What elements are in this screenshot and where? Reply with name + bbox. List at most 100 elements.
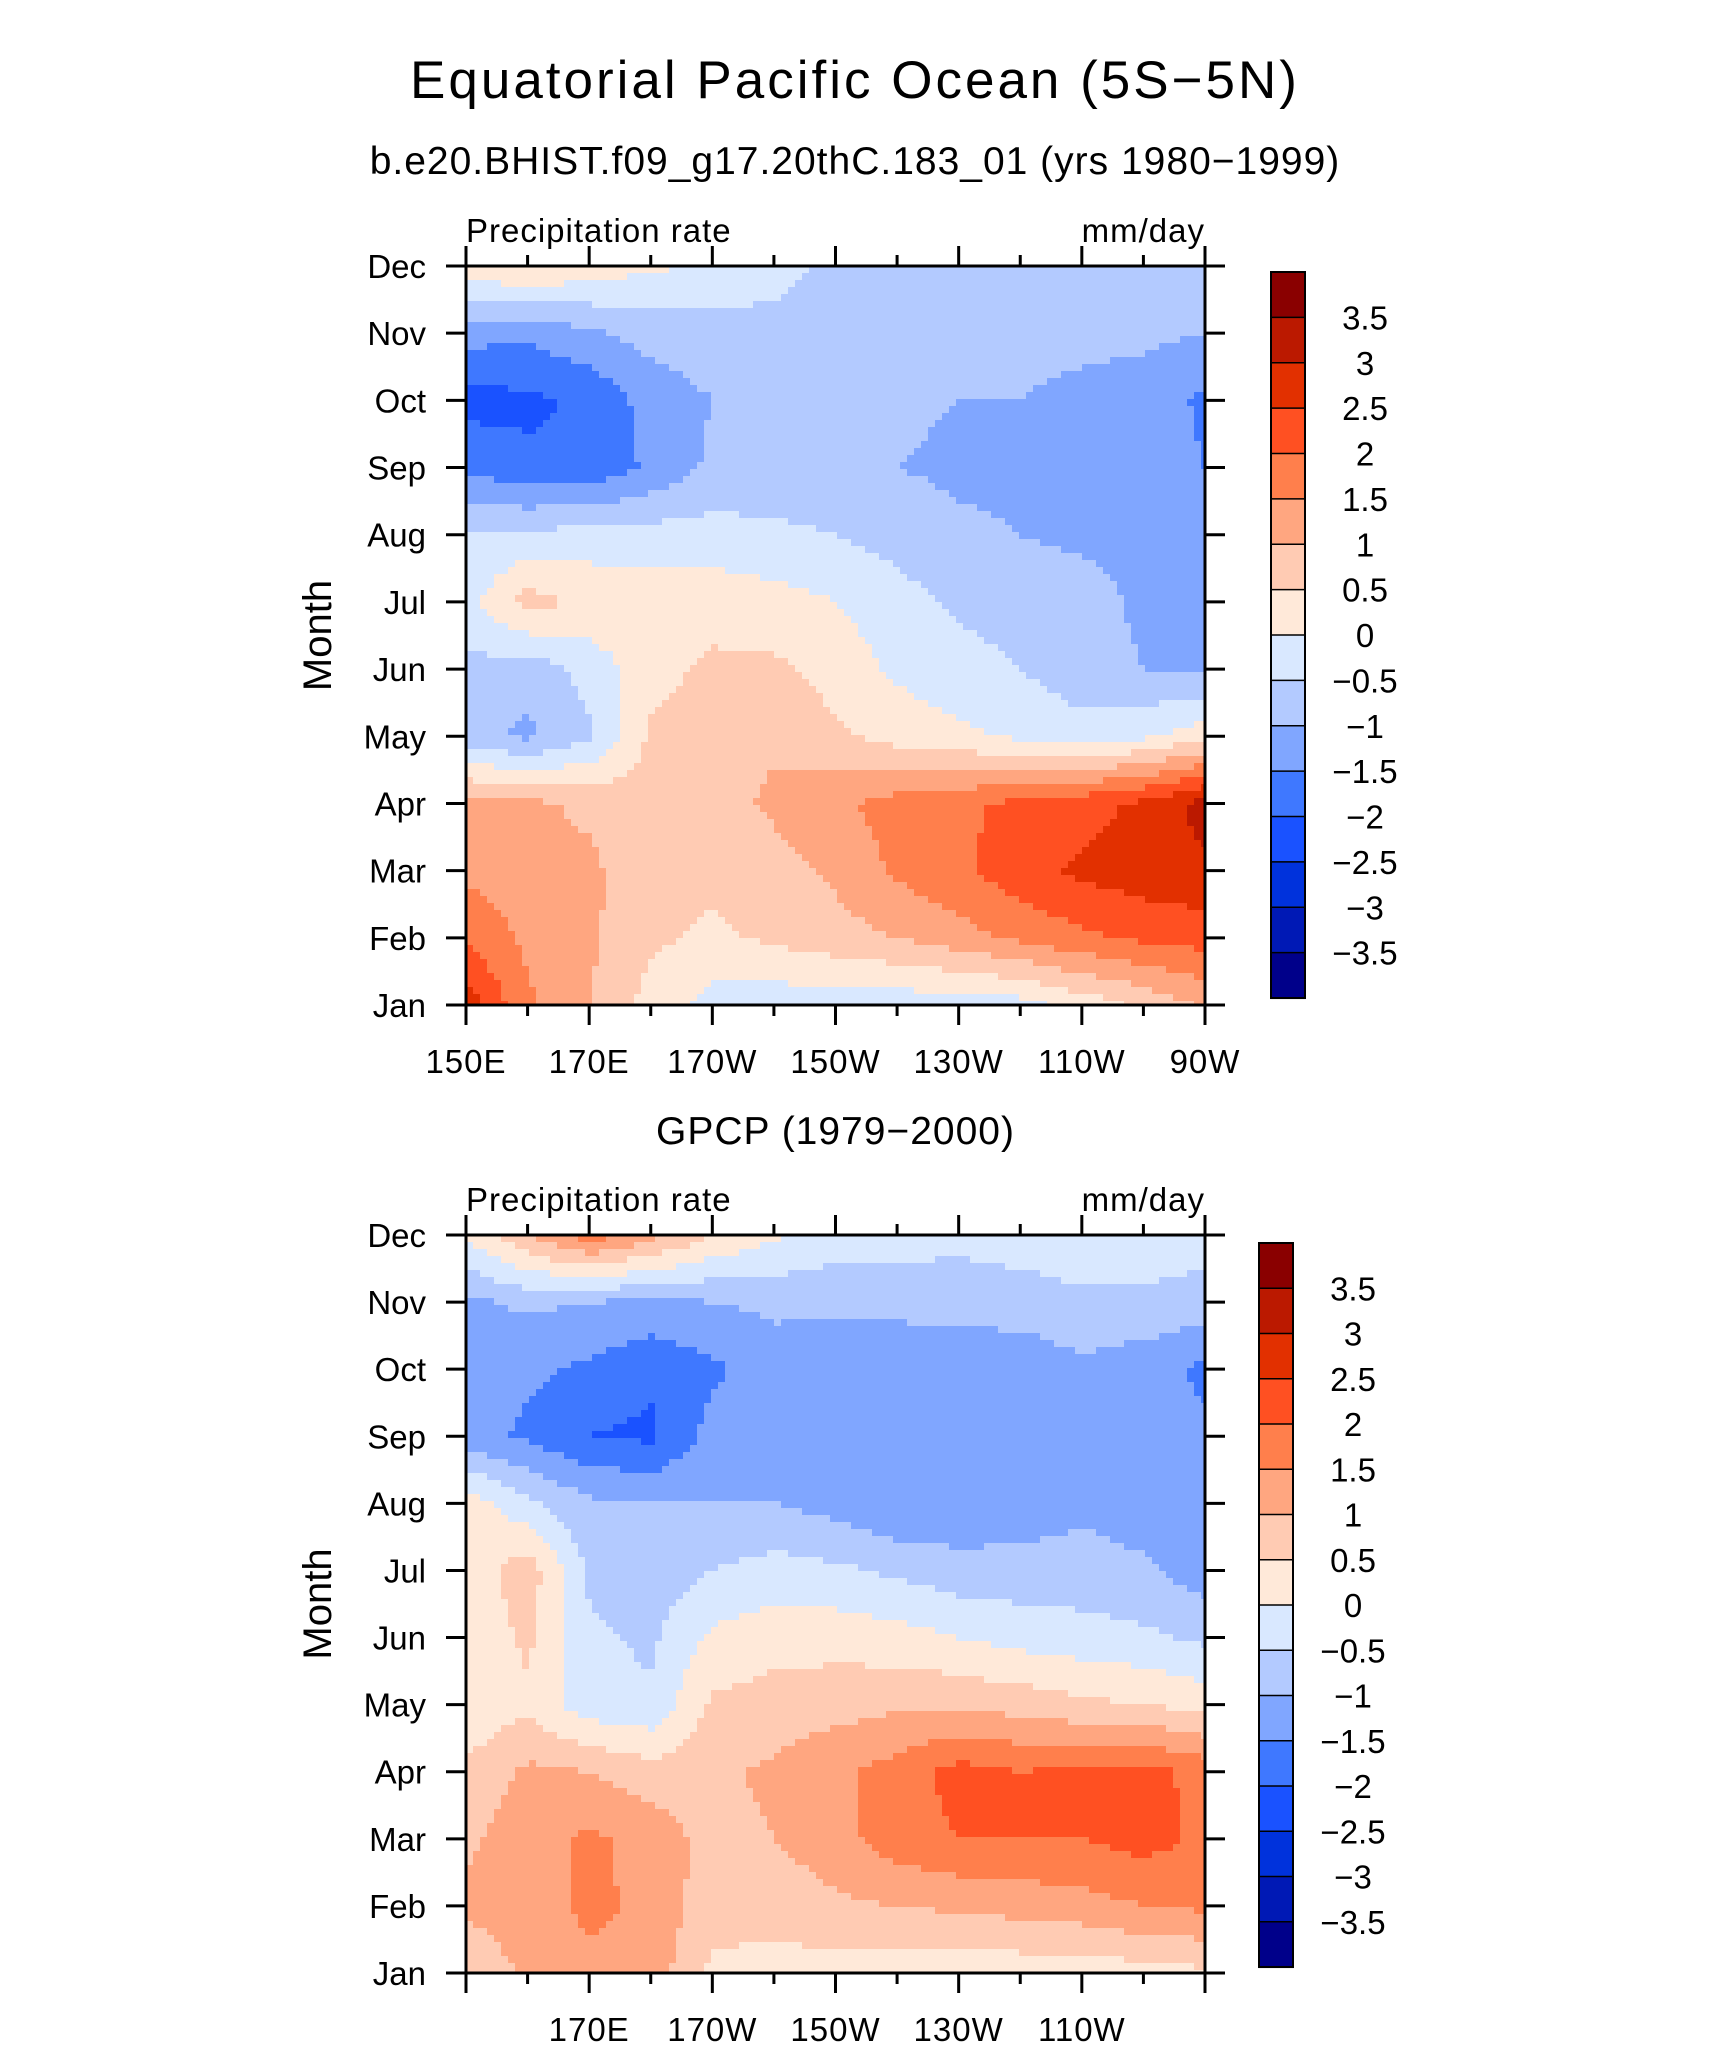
heatmap-cell [781,322,788,329]
heatmap-cell [529,364,536,371]
heatmap-cell [550,546,557,553]
heatmap-cell [977,511,984,518]
heatmap-cell [578,553,585,560]
heatmap-cell [1026,567,1033,574]
heatmap-cell [564,280,571,287]
heatmap-cell [669,504,676,511]
heatmap-cell [935,518,942,525]
heatmap-cell [585,280,592,287]
heatmap-cell [886,392,893,399]
heatmap-cell [536,378,543,385]
heatmap-cell [970,357,977,364]
heatmap-cell [872,483,879,490]
heatmap-cell [1096,343,1103,350]
heatmap-cell [1012,420,1019,427]
heatmap-cell [1068,287,1075,294]
heatmap-cell [515,476,522,483]
heatmap-cell [1019,364,1026,371]
heatmap-cell [760,539,767,546]
heatmap-cell [725,532,732,539]
heatmap-cell [1103,462,1110,469]
heatmap-cell [1089,532,1096,539]
heatmap-cell [662,476,669,483]
heatmap-cell [571,469,578,476]
heatmap-cell [508,357,515,364]
heatmap-cell [1068,546,1075,553]
heatmap-cell [515,329,522,336]
heatmap-cell [1019,469,1026,476]
heatmap-cell [683,441,690,448]
heatmap-cell [1082,462,1089,469]
heatmap-cell [536,560,543,567]
heatmap-cell [760,273,767,280]
heatmap-cell [564,336,571,343]
heatmap-cell [564,301,571,308]
heatmap-cell [830,441,837,448]
heatmap-cell [802,308,809,315]
heatmap-cell [774,483,781,490]
heatmap-cell [935,378,942,385]
heatmap-cell [648,511,655,518]
heatmap-cell [718,504,725,511]
heatmap-cell [809,455,816,462]
heatmap-cell [725,553,732,560]
heatmap-cell [921,273,928,280]
heatmap-cell [970,427,977,434]
heatmap-cell [592,392,599,399]
heatmap-cell [620,441,627,448]
heatmap-cell [823,469,830,476]
heatmap-cell [480,371,487,378]
heatmap-cell [900,469,907,476]
heatmap-cell [949,441,956,448]
heatmap-cell [676,511,683,518]
heatmap-cell [921,483,928,490]
heatmap-cell [760,392,767,399]
heatmap-cell [613,385,620,392]
heatmap-cell [550,560,557,567]
heatmap-cell [725,420,732,427]
heatmap-cell [879,399,886,406]
heatmap-cell [557,392,564,399]
heatmap-cell [599,448,606,455]
heatmap-cell [1124,483,1131,490]
heatmap-cell [648,560,655,567]
heatmap-cell [1138,280,1145,287]
heatmap-cell [760,483,767,490]
heatmap-cell [956,462,963,469]
heatmap-cell [949,448,956,455]
heatmap-cell [788,532,795,539]
heatmap-cell [725,364,732,371]
heatmap-cell [830,385,837,392]
heatmap-cell [991,525,998,532]
heatmap-cell [536,497,543,504]
heatmap-cell [543,301,550,308]
heatmap-cell [795,525,802,532]
heatmap-cell [739,357,746,364]
heatmap-cell [998,294,1005,301]
heatmap-cell [1131,280,1138,287]
heatmap-cell [1005,322,1012,329]
heatmap-cell [501,518,508,525]
heatmap-cell [865,413,872,420]
heatmap-cell [557,287,564,294]
heatmap-cell [900,364,907,371]
heatmap-cell [704,553,711,560]
heatmap-cell [578,504,585,511]
heatmap-cell [1166,539,1173,546]
heatmap-cell [1110,462,1117,469]
heatmap-cell [732,553,739,560]
heatmap-cell [487,567,494,574]
heatmap-cell [1138,329,1145,336]
heatmap-cell [487,448,494,455]
heatmap-cell [599,315,606,322]
heatmap-cell [1054,504,1061,511]
heatmap-cell [662,385,669,392]
heatmap-cell [1075,504,1082,511]
heatmap-cell [900,343,907,350]
heatmap-cell [1110,371,1117,378]
heatmap-cell [851,567,858,574]
heatmap-cell [858,287,865,294]
heatmap-cell [1180,399,1187,406]
heatmap-cell [494,504,501,511]
heatmap-cell [613,532,620,539]
